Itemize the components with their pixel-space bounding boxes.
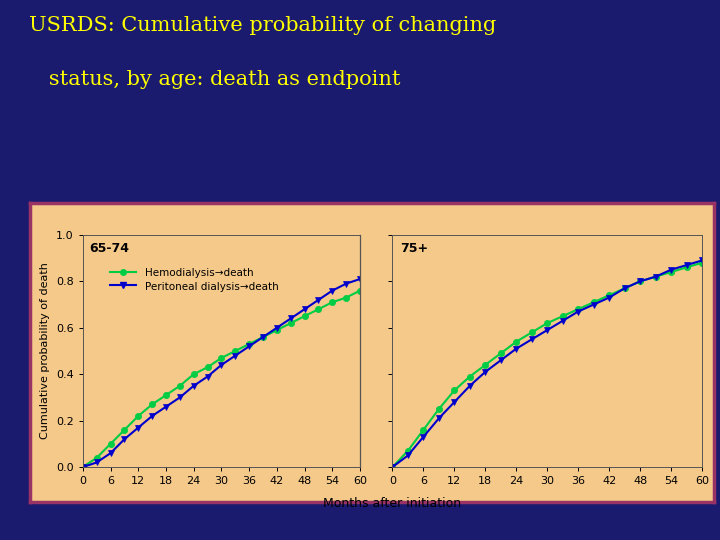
Text: Months after initiation: Months after initiation [323,497,462,510]
Y-axis label: Cumulative probability of death: Cumulative probability of death [40,262,50,440]
Text: 75+: 75+ [400,242,428,255]
Legend: Hemodialysis→death, Peritoneal dialysis→death: Hemodialysis→death, Peritoneal dialysis→… [110,268,279,292]
Text: status, by age: death as endpoint: status, by age: death as endpoint [29,70,400,89]
Text: USRDS: Cumulative probability of changing: USRDS: Cumulative probability of changin… [29,16,496,35]
Text: 65-74: 65-74 [90,242,130,255]
